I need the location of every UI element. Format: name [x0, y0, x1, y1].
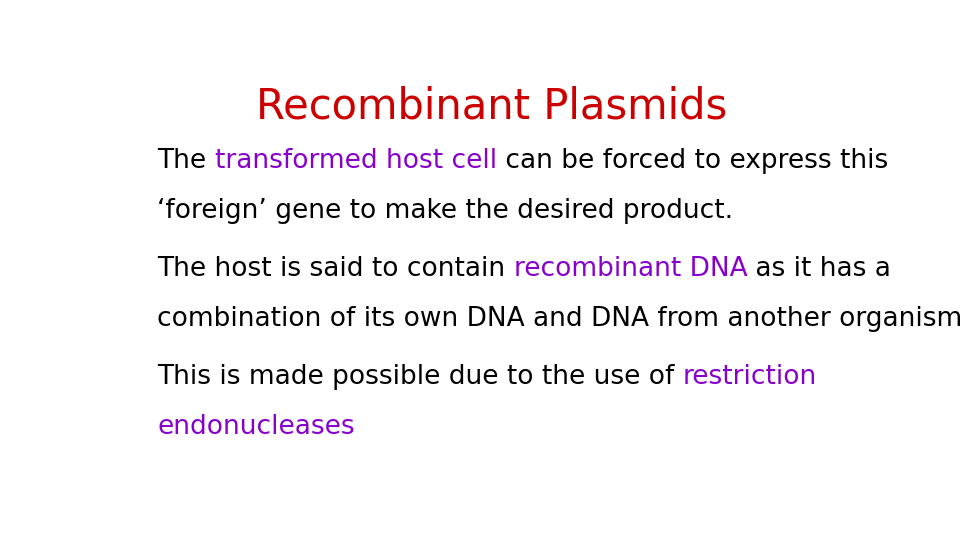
Text: restriction: restriction — [683, 364, 817, 390]
Text: as it has a: as it has a — [747, 256, 891, 282]
Text: combination of its own DNA and DNA from another organism: combination of its own DNA and DNA from … — [157, 306, 960, 332]
Text: transformed host cell: transformed host cell — [215, 148, 497, 174]
Text: recombinant DNA: recombinant DNA — [514, 256, 747, 282]
Text: Recombinant Plasmids: Recombinant Plasmids — [256, 85, 728, 127]
Text: ‘foreign’ gene to make the desired product.: ‘foreign’ gene to make the desired produ… — [157, 198, 733, 224]
Text: The host is said to contain: The host is said to contain — [157, 256, 514, 282]
Text: This is made possible due to the use of: This is made possible due to the use of — [157, 364, 683, 390]
Text: can be forced to express this: can be forced to express this — [497, 148, 888, 174]
Text: The: The — [157, 148, 215, 174]
Text: endonucleases: endonucleases — [157, 414, 355, 440]
